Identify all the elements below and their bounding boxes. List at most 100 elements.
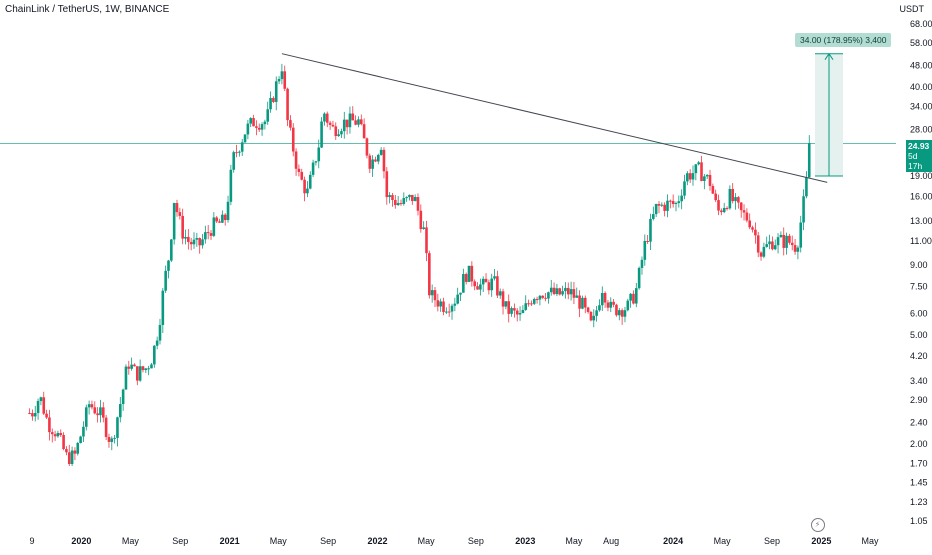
candle — [566, 282, 570, 300]
candle — [686, 171, 689, 186]
candle — [289, 115, 292, 131]
candle — [467, 265, 471, 283]
candle — [257, 123, 261, 132]
candle — [428, 250, 431, 299]
time-axis-tick: 9 — [29, 536, 34, 546]
candle — [209, 230, 213, 240]
candle — [649, 213, 652, 250]
candle — [464, 272, 468, 285]
time-axis-tick: May — [270, 536, 288, 546]
candle — [731, 183, 734, 204]
candle — [226, 195, 230, 223]
candle — [589, 310, 593, 322]
candle — [572, 281, 576, 304]
candle — [666, 194, 669, 218]
price-axis-tick: 1.70 — [910, 459, 928, 469]
candle — [311, 159, 315, 177]
candle — [632, 290, 635, 305]
candle — [93, 401, 97, 415]
last-price-value: 24.93 — [908, 140, 930, 151]
candle — [776, 233, 780, 254]
price-axis[interactable]: 68.00 58.00 48.00 40.00 34.00 28.00 19.00 16.00… — [910, 19, 932, 526]
candle — [643, 234, 647, 266]
candle — [515, 308, 519, 322]
candle — [790, 235, 794, 251]
candle — [65, 446, 68, 456]
candle — [184, 229, 187, 245]
candle — [45, 409, 48, 419]
candle — [357, 116, 360, 128]
candle — [739, 202, 743, 218]
price-axis-tick: 68.00 — [910, 19, 932, 29]
candle — [447, 303, 451, 317]
candle — [240, 139, 244, 157]
candle — [799, 215, 803, 253]
candle — [272, 96, 275, 104]
candle — [138, 359, 142, 382]
candle — [617, 307, 621, 321]
candle — [564, 282, 567, 299]
candle — [73, 447, 77, 461]
candle — [334, 122, 338, 140]
time-axis-tick: Sep — [172, 536, 188, 546]
candle — [215, 216, 218, 224]
candle — [405, 196, 408, 202]
time-axis[interactable]: 9 2020 May Sep 2021 May Sep 2022 May Sep 2023 May Au… — [29, 536, 879, 546]
candle — [153, 345, 156, 368]
currency-unit-label[interactable]: USDT — [899, 4, 925, 14]
candle — [490, 273, 494, 297]
candle — [110, 436, 114, 451]
last-price-badge: 24.93 5d 17h — [906, 139, 932, 172]
candle — [442, 297, 445, 316]
candle — [600, 286, 604, 311]
candle — [175, 199, 179, 217]
candle — [121, 388, 125, 411]
candle — [518, 306, 522, 321]
candle — [708, 169, 712, 191]
candle — [394, 194, 397, 209]
candle — [368, 153, 372, 174]
price-axis-tick: 28.00 — [910, 125, 932, 135]
candle — [96, 407, 99, 423]
price-axis-tick: 58.00 — [910, 38, 932, 48]
candle — [462, 268, 465, 293]
price-axis-tick: 1.23 — [910, 497, 928, 507]
candle — [79, 435, 82, 444]
candle — [266, 101, 270, 125]
candle — [762, 242, 766, 259]
candle — [586, 306, 590, 314]
candle — [669, 199, 672, 209]
candle — [547, 291, 550, 304]
candle — [694, 164, 698, 181]
candle — [663, 202, 666, 217]
candle — [90, 400, 94, 410]
candle — [419, 204, 423, 233]
candle — [598, 299, 601, 312]
price-axis-tick: 16.00 — [910, 191, 932, 201]
candle — [796, 245, 800, 260]
candle — [422, 221, 425, 230]
lightning-icon[interactable]: ⚡ — [810, 518, 825, 532]
candle — [688, 169, 692, 183]
candle — [742, 204, 746, 221]
candle — [411, 194, 414, 205]
candle — [170, 238, 173, 263]
time-axis-tick: May — [418, 536, 436, 546]
time-axis-tick: 2022 — [367, 536, 387, 546]
candle — [31, 409, 34, 421]
candle — [532, 297, 536, 306]
trendline[interactable] — [281, 53, 828, 183]
measure-tool[interactable] — [815, 52, 843, 177]
candle — [212, 212, 216, 238]
candle — [50, 428, 54, 443]
candle — [243, 134, 247, 143]
candle — [657, 201, 661, 214]
candle — [385, 167, 389, 205]
candle — [144, 367, 148, 374]
candle — [603, 291, 607, 308]
price-axis-tick: 48.00 — [910, 61, 932, 71]
candle — [328, 120, 332, 130]
candle — [496, 270, 499, 299]
